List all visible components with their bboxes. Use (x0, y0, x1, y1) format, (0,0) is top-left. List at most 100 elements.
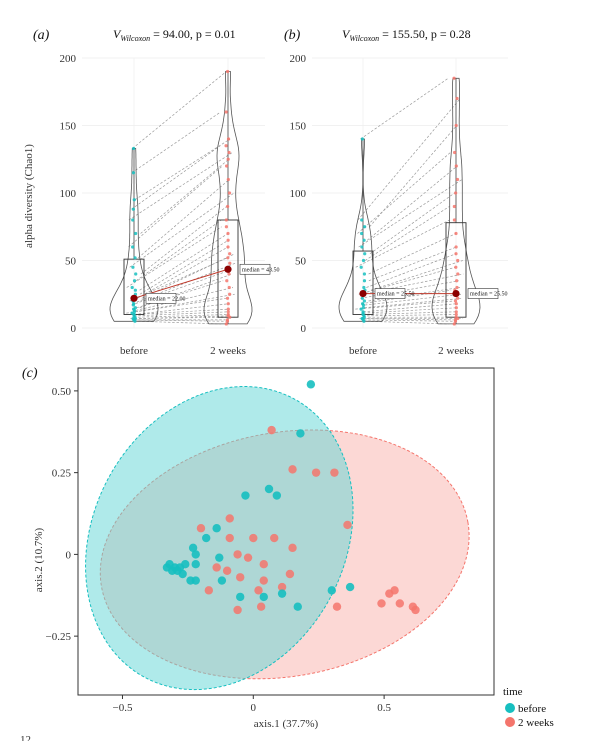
panel-a-pair-line-19 (139, 239, 229, 295)
point-before-22 (236, 592, 245, 602)
panel-a-point-before-29 (131, 207, 135, 211)
panel-a-point-after-5 (226, 312, 230, 317)
panel-c-xtick-1: 0 (251, 702, 257, 714)
point-before-26 (327, 586, 336, 595)
panel-a-pair-line-8 (134, 303, 230, 315)
panel-b-point-after-21 (452, 218, 457, 222)
panel-a-xtick-1: 2 weeks (210, 345, 246, 357)
legend-title: time (503, 686, 523, 698)
panel-a-point-before-24 (131, 265, 135, 269)
panel-c-plot: −0.5 0 0.5 −0.25 0 0.25 0.50 (46, 380, 470, 714)
panel-b-label: (b) (284, 28, 301, 43)
panel-a-ytick-4: 200 (60, 53, 77, 65)
legend-swatch-2weeks (505, 717, 515, 727)
panel-a-pair-line-22 (135, 219, 222, 282)
panel-b-point-after-8 (454, 302, 458, 306)
point-before-10 (191, 560, 200, 569)
panel-b-point-after-9 (453, 299, 458, 303)
panel-a-point-after-18 (226, 245, 230, 249)
point-2-weeks-11 (233, 550, 242, 559)
point-2-weeks-23 (256, 602, 266, 611)
point-2-weeks-30 (411, 605, 420, 615)
panel-b-pair-line-9 (355, 300, 455, 310)
panel-b-point-before-23 (363, 252, 367, 256)
panel-b-point-before-10 (361, 306, 365, 310)
panel-b-point-before-27 (363, 225, 367, 229)
panel-b-point-after-13 (455, 285, 459, 290)
panel-a-ytick-3: 150 (60, 121, 77, 133)
point-2-weeks-8 (249, 533, 258, 543)
panel-a-point-after-7 (226, 307, 230, 311)
panel-a-point-after-25 (226, 177, 230, 182)
panel-b-point-before-8 (361, 310, 365, 314)
panel-a-point-after-28 (227, 150, 231, 155)
point-2-weeks-27 (390, 586, 399, 595)
panel-a-pair-line-27 (140, 158, 229, 234)
panel-a-pair-line-32 (132, 71, 227, 149)
point-before-6 (202, 533, 211, 543)
panel-a-point-after-23 (226, 204, 230, 209)
panel-a-title-sub: Wilcoxon (120, 34, 150, 43)
panel-a-median-point-after (224, 265, 232, 273)
panel-b-pair-line-26 (357, 152, 451, 234)
point-2-weeks-14 (212, 563, 221, 572)
panel-a-violin-after (203, 71, 253, 325)
point-2-weeks-6 (196, 524, 206, 533)
panel-b-point-after-25 (454, 164, 458, 168)
panel-a-pair-line-9 (126, 297, 227, 314)
panel-a-pair-line-18 (137, 246, 229, 299)
panel-a-point-after-31 (224, 110, 228, 114)
panel-b-xtick-0: before (349, 345, 377, 357)
panel-b-ytick-1: 50 (295, 256, 307, 268)
panel-a-pair-line-30 (134, 138, 231, 201)
panel-a-point-after-2 (225, 318, 229, 322)
panel-b-pair-line-0 (366, 320, 450, 325)
panel-b-ytick-4: 200 (290, 53, 307, 65)
point-before-7 (188, 543, 198, 553)
point-2-weeks-16 (285, 569, 295, 579)
point-2-weeks-21 (254, 586, 263, 595)
panel-b-pair-line-17 (370, 260, 463, 291)
panel-a: (a) VWilcoxon = 94.00, p = 0.01 alpha di… (23, 27, 280, 357)
panel-a-pair-line-6 (134, 311, 230, 317)
panel-c-label: (c) (22, 366, 38, 381)
panel-b-median-label-0: median = 25.50 (377, 292, 415, 298)
panel-a-median-label-box-0 (145, 292, 177, 304)
point-before-20 (191, 576, 200, 585)
panel-b-point-before-18 (362, 285, 366, 290)
panel-b-point-after-10 (456, 296, 460, 300)
point-2-weeks-10 (288, 543, 297, 553)
panel-b-pair-line-5 (367, 314, 458, 317)
point-before-18 (178, 569, 187, 579)
panel-b-point-after-22 (452, 204, 456, 209)
panel-b: (b) VWilcoxon = 155.50, p = 0.28 0 50 100 1… (284, 27, 508, 357)
point-2-weeks-2 (311, 468, 321, 477)
panel-b-pair-line-21 (355, 219, 450, 268)
panel-a-point-before-32 (132, 146, 136, 151)
panel-a-title-v: V (113, 27, 122, 41)
legend-label-before: before (518, 703, 546, 715)
panel-b-title: VWilcoxon = 155.50, p = 0.28 (342, 27, 471, 43)
panel-b-point-after-14 (455, 279, 459, 283)
panel-b-point-before-28 (360, 218, 364, 222)
panel-a-point-after-20 (226, 231, 230, 236)
point-before-0 (306, 380, 316, 389)
panel-b-point-before-14 (360, 296, 364, 300)
ellipse-before (85, 386, 354, 691)
panel-a-point-before-26 (131, 245, 135, 249)
panel-b-ytick-0: 0 (301, 323, 307, 335)
panel-a-pair-line-12 (132, 280, 224, 310)
panel-b-point-before-12 (361, 302, 365, 306)
point-2-weeks-12 (243, 553, 253, 562)
panel-a-point-after-30 (226, 137, 231, 141)
panel-a-ytick-0: 0 (71, 323, 77, 335)
panel-a-point-before-27 (134, 231, 138, 236)
panel-b-point-after-17 (456, 258, 460, 263)
panel-b-point-after-28 (455, 96, 459, 101)
point-before-1 (296, 429, 305, 438)
panel-b-point-after-19 (454, 245, 458, 249)
panel-a-point-after-15 (228, 261, 232, 265)
panel-b-pair-line-23 (369, 192, 455, 255)
point-before-8 (215, 553, 224, 562)
point-2-weeks-4 (343, 520, 352, 530)
